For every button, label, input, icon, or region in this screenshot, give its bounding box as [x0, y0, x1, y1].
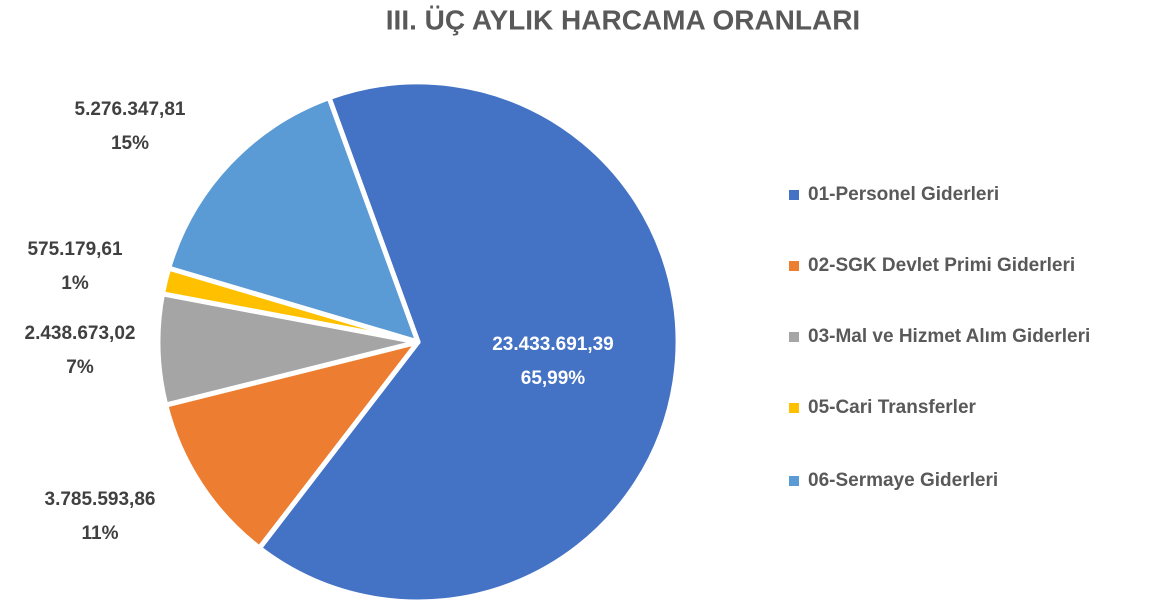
value-label: 575.179,61	[27, 239, 123, 260]
legend-swatch	[789, 403, 799, 413]
legend-label: 02-SGK Devlet Primi Giderleri	[808, 255, 1075, 276]
percent-label: 15%	[111, 133, 149, 154]
percent-label: 65,99%	[521, 368, 586, 389]
legend-swatch	[789, 261, 799, 271]
value-label: 2.438.673,02	[25, 323, 136, 344]
legend-label: 03-Mal ve Hizmet Alım Giderleri	[808, 326, 1090, 347]
value-label: 23.433.691,39	[492, 334, 614, 355]
legend-label: 05-Cari Transferler	[808, 397, 977, 418]
value-label: 5.276.347,81	[75, 99, 186, 120]
pie-slice	[166, 95, 421, 345]
percent-label: 11%	[82, 523, 119, 544]
percent-label: 1%	[61, 273, 89, 294]
percent-label: 7%	[66, 357, 94, 378]
pie-slice	[256, 79, 681, 604]
legend-swatch	[789, 476, 799, 486]
legend-label: 06-Sermaye Giderleri	[808, 470, 998, 491]
legend-swatch	[789, 332, 799, 342]
value-label: 3.785.593,86	[45, 489, 156, 510]
legend-swatch	[789, 190, 799, 200]
chart-title: III. ÜÇ AYLIK HARCAMA ORANLARI	[386, 4, 860, 35]
legend-label: 01-Personel Giderleri	[808, 184, 999, 205]
pie-slice	[163, 339, 421, 551]
